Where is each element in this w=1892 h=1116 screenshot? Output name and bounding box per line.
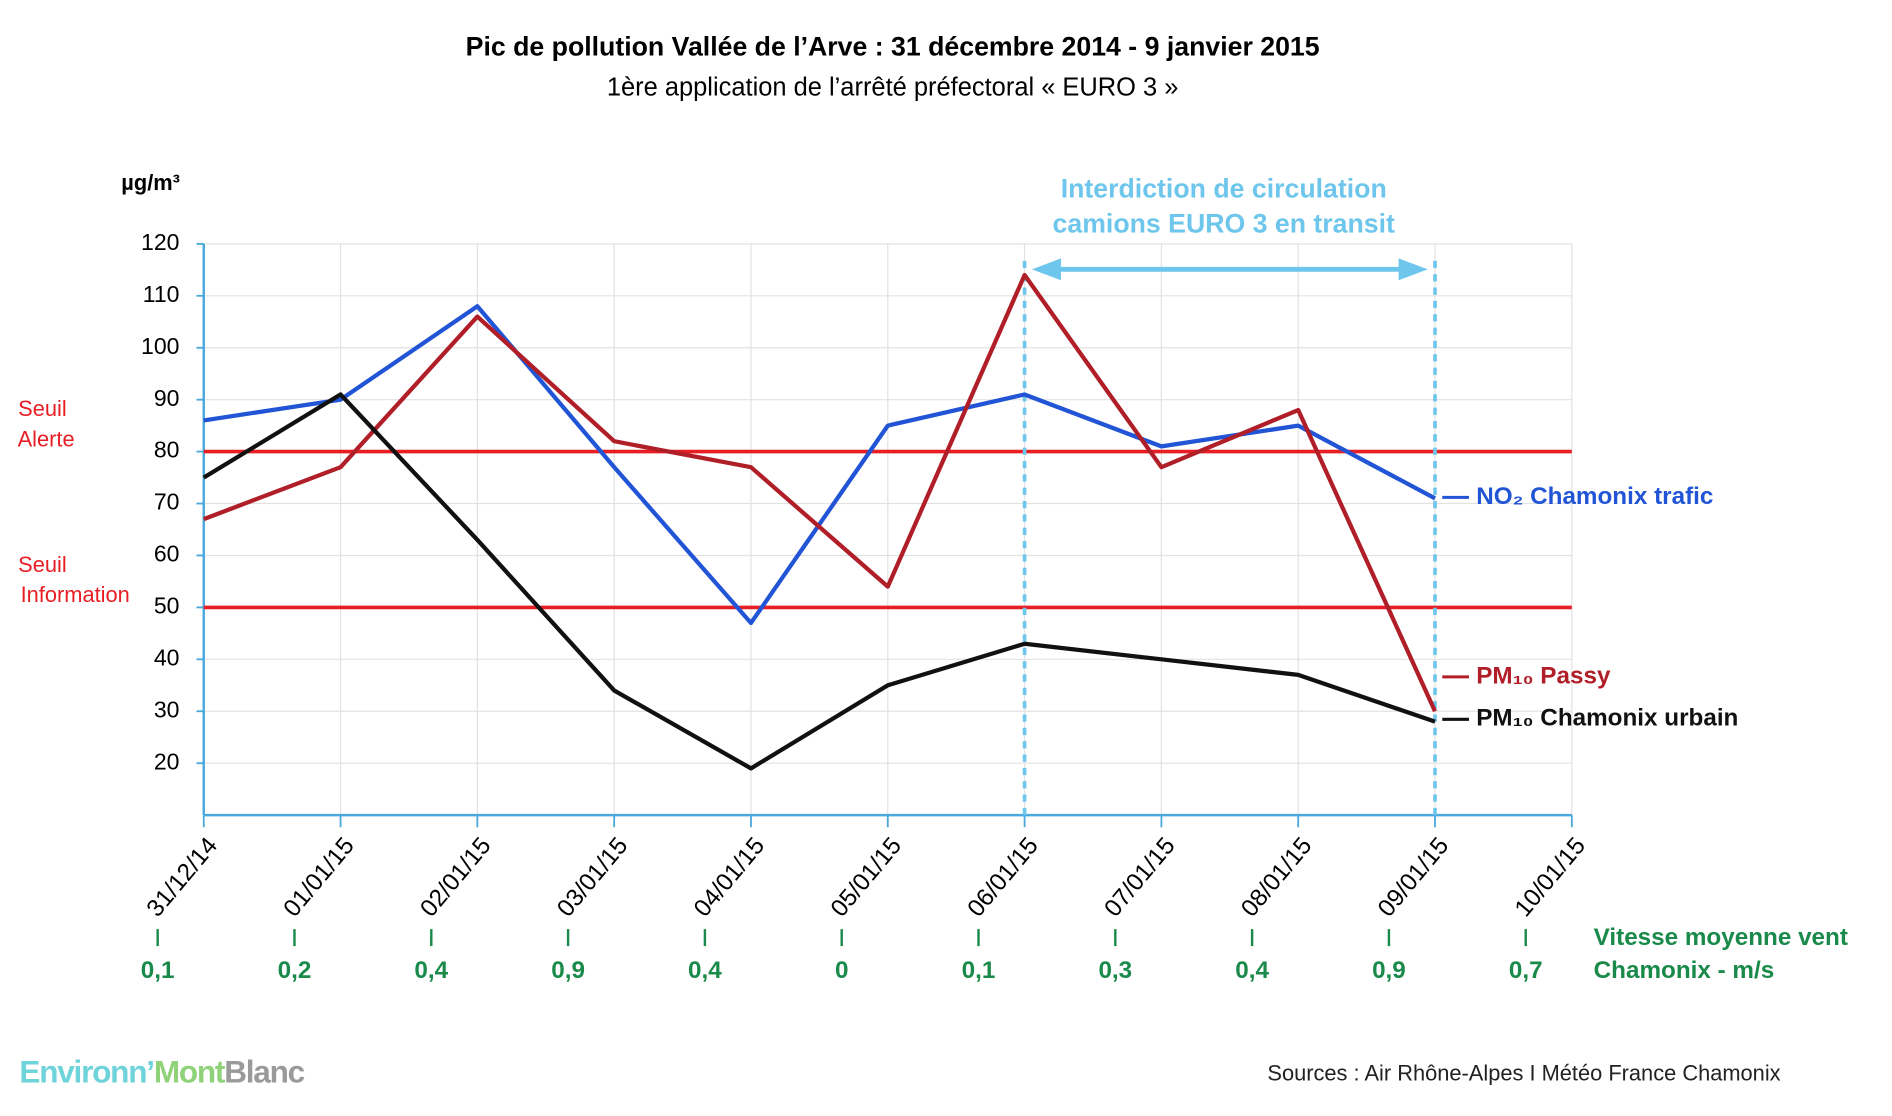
y-tick-label: 100 bbox=[141, 333, 179, 359]
y-tick-label: 120 bbox=[141, 229, 179, 255]
y-tick-label: 80 bbox=[154, 437, 180, 463]
wind-value: 0,9 bbox=[1372, 957, 1406, 984]
x-tick-label: 08/01/15 bbox=[1236, 832, 1317, 922]
wind-value: 0,9 bbox=[551, 957, 585, 984]
x-tick-label: 04/01/15 bbox=[689, 832, 770, 922]
wind-value: 0,1 bbox=[141, 957, 175, 984]
y-tick-label: 110 bbox=[143, 281, 180, 307]
chart-title: Pic de pollution Vallée de l’Arve : 31 d… bbox=[466, 32, 1320, 62]
logo: Environn’MontBlanc bbox=[19, 1054, 304, 1090]
legend-label: PM₁₀ Passy bbox=[1476, 662, 1611, 689]
sources: Sources : Air Rhône-Alpes I Météo France… bbox=[1267, 1060, 1780, 1085]
y-tick-label: 60 bbox=[154, 541, 180, 567]
y-tick-label: 20 bbox=[154, 748, 180, 774]
wind-value: 0 bbox=[835, 957, 849, 984]
x-tick-label: 07/01/15 bbox=[1099, 832, 1180, 922]
wind-value: 0,2 bbox=[278, 957, 312, 984]
legend-label: NO₂ Chamonix trafic bbox=[1476, 483, 1713, 510]
legend-label: PM₁₀ Chamonix urbain bbox=[1476, 705, 1738, 732]
y-tick-label: 50 bbox=[154, 592, 180, 618]
x-tick-label: 10/01/15 bbox=[1510, 832, 1591, 922]
wind-value: 0,4 bbox=[1235, 957, 1269, 984]
series-line bbox=[203, 304, 1437, 626]
arrow-head bbox=[1398, 258, 1428, 281]
x-tick-label: 05/01/15 bbox=[826, 832, 907, 922]
y-tick-label: 90 bbox=[154, 385, 180, 411]
y-tick-label: 30 bbox=[154, 696, 180, 722]
threshold-label: Seuil bbox=[18, 396, 67, 421]
wind-value: 0,4 bbox=[688, 957, 722, 984]
wind-value: 0,3 bbox=[1098, 957, 1132, 984]
x-tick-label: 09/01/15 bbox=[1373, 832, 1454, 922]
threshold-label: Seuil bbox=[18, 552, 67, 577]
chart-subtitle: 1ère application de l’arrêté préfectoral… bbox=[607, 73, 1179, 101]
annotation-text: camions EURO 3 en transit bbox=[1053, 209, 1396, 239]
x-tick-label: 02/01/15 bbox=[415, 832, 496, 922]
annotation-text: Interdiction de circulation bbox=[1061, 174, 1387, 204]
x-tick-label: 01/01/15 bbox=[278, 832, 359, 922]
x-tick-label: 03/01/15 bbox=[552, 832, 633, 922]
series-line bbox=[203, 272, 1437, 713]
wind-label: Chamonix - m/s bbox=[1594, 957, 1775, 984]
wind-value: 0,4 bbox=[414, 957, 448, 984]
x-tick-label: 31/12/14 bbox=[142, 832, 223, 922]
logo-part: Environn’ bbox=[19, 1054, 153, 1090]
logo-part: Mont bbox=[154, 1054, 226, 1090]
wind-value: 0,1 bbox=[962, 957, 996, 984]
series-line bbox=[202, 392, 1436, 771]
y-tick-label: 70 bbox=[154, 489, 180, 515]
y-axis-label: µg/m³ bbox=[121, 170, 180, 195]
threshold-label: Alerte bbox=[18, 426, 75, 451]
arrow-head bbox=[1031, 258, 1061, 281]
x-tick-label: 06/01/15 bbox=[962, 832, 1043, 922]
wind-label: Vitesse moyenne vent bbox=[1594, 924, 1848, 951]
wind-value: 0,7 bbox=[1509, 957, 1543, 984]
logo-part: Blanc bbox=[224, 1054, 304, 1090]
threshold-label: Information bbox=[21, 582, 130, 607]
y-tick-label: 40 bbox=[154, 644, 180, 670]
